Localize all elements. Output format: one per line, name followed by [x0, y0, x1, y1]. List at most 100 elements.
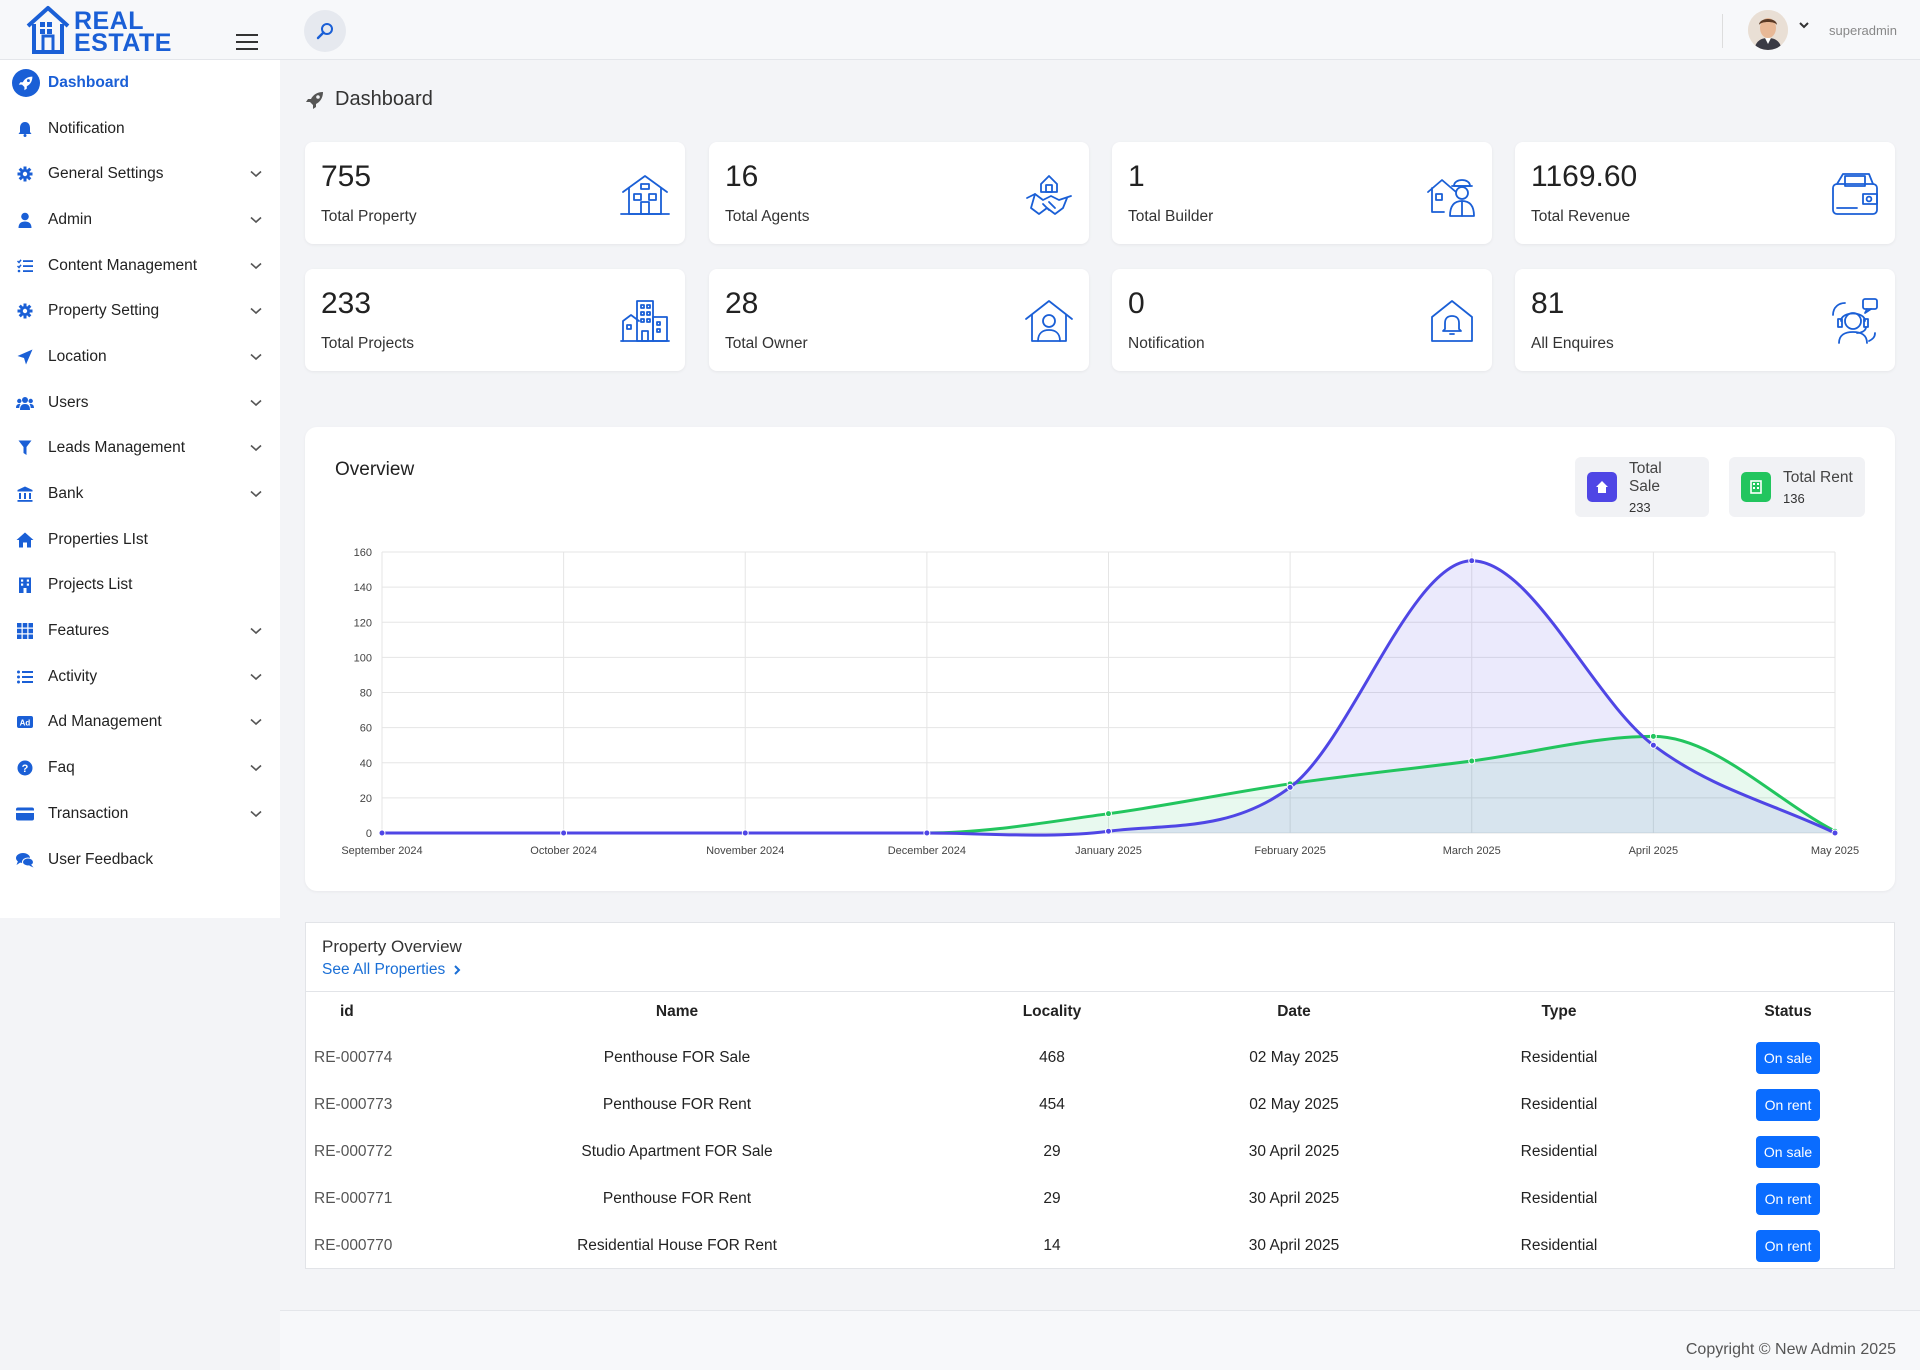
property-overview-card: Property Overview See All Properties id N… [305, 922, 1895, 1269]
chevron-down-icon[interactable] [250, 485, 262, 503]
data-point-total-sale [560, 829, 568, 837]
series-area-total-sale [382, 560, 1835, 836]
sidebar-item-faq[interactable]: ? Faq [0, 745, 280, 791]
sidebar-item-transaction[interactable]: Transaction [0, 791, 280, 837]
cell-date: 30 April 2025 [1248, 1237, 1340, 1254]
bell-icon [16, 120, 34, 138]
sidebar-item-user-feedback[interactable]: User Feedback [0, 837, 280, 883]
logo-text: REAL ESTATE [74, 9, 172, 56]
ad-icon: Ad [16, 713, 34, 731]
cell-date: 02 May 2025 [1249, 1096, 1339, 1113]
legend-total-rent[interactable]: Total Rent 136 [1729, 457, 1865, 517]
cell-type: Residential [1520, 1237, 1598, 1254]
owner-home-icon [1023, 295, 1075, 347]
data-point-total-sale [1105, 827, 1112, 835]
sidebar-item-projects-list[interactable]: Projects List [0, 563, 280, 609]
chevron-down-icon[interactable] [250, 302, 262, 320]
sidebar-item-activity[interactable]: Activity [0, 654, 280, 700]
x-tick-label: October 2024 [530, 845, 597, 857]
stat-card-total-builder[interactable]: 1 Total Builder [1112, 142, 1492, 244]
avatar[interactable] [1748, 10, 1788, 50]
x-tick-label: May 2025 [1811, 845, 1859, 857]
stat-card-total-projects[interactable]: 233 Total Projects [305, 269, 685, 371]
sidebar-item-dashboard[interactable]: Dashboard [0, 60, 280, 106]
data-point-total-rent [1105, 810, 1112, 818]
chevron-down-icon[interactable] [250, 165, 262, 183]
chevron-down-icon[interactable] [250, 348, 262, 366]
sidebar-item-property-setting[interactable]: Property Setting [0, 288, 280, 334]
data-point-total-sale [1831, 829, 1839, 837]
sidebar-item-ad-management[interactable]: Ad Ad Management [0, 700, 280, 746]
username[interactable]: superadmin [1829, 23, 1897, 38]
sidebar-item-admin[interactable]: Admin [0, 197, 280, 243]
stat-card-total-agents[interactable]: 16 Total Agents [709, 142, 1089, 244]
chevron-down-icon[interactable] [250, 668, 262, 686]
sidebar-item-location[interactable]: Location [0, 334, 280, 380]
sidebar-item-label: General Settings [48, 165, 164, 183]
cell-type: Residential [1520, 1049, 1598, 1066]
home-icon [1595, 481, 1608, 493]
cell-date: 02 May 2025 [1249, 1049, 1339, 1066]
status-badge[interactable]: On sale [1756, 1042, 1820, 1074]
x-tick-label: March 2025 [1443, 845, 1501, 857]
chevron-down-icon[interactable] [250, 257, 262, 275]
see-all-properties-label: See All Properties [322, 961, 446, 978]
logo[interactable]: REAL ESTATE [24, 4, 171, 56]
handshake-icon [1023, 168, 1075, 220]
status-badge[interactable]: On rent [1756, 1230, 1820, 1262]
sidebar-item-label: Bank [48, 485, 84, 503]
cell-locality: 468 [1039, 1049, 1065, 1066]
sidebar-item-bank[interactable]: Bank [0, 471, 280, 517]
chevron-down-icon[interactable] [250, 211, 262, 229]
wallet-icon [1829, 168, 1881, 220]
stat-card-total-owner[interactable]: 28 Total Owner [709, 269, 1089, 371]
menu-toggle-button[interactable] [236, 34, 258, 50]
user-icon [16, 211, 34, 229]
sidebar-item-label: Projects List [48, 576, 133, 594]
sidebar-item-label: Transaction [48, 804, 129, 822]
y-tick-label: 60 [360, 723, 372, 735]
page-title: Dashboard [305, 88, 433, 111]
stat-card-notification[interactable]: 0 Notification [1112, 269, 1492, 371]
sidebar-item-users[interactable]: Users [0, 380, 280, 426]
status-badge[interactable]: On rent [1756, 1183, 1820, 1215]
chevron-down-icon[interactable] [250, 759, 262, 777]
stat-card-total-revenue[interactable]: 1169.60 Total Revenue [1515, 142, 1895, 244]
sidebar-item-label: Features [48, 622, 110, 640]
column-header-status: Status [1764, 1003, 1812, 1020]
sidebar-item-leads-management[interactable]: Leads Management [0, 426, 280, 472]
filter-icon [16, 439, 34, 457]
builder-icon [1426, 168, 1478, 220]
chevron-down-icon[interactable] [250, 622, 262, 640]
sidebar-item-content-management[interactable]: Content Management [0, 243, 280, 289]
status-badge[interactable]: On sale [1756, 1136, 1820, 1168]
sidebar-item-notification[interactable]: Notification [0, 106, 280, 152]
chevron-down-icon[interactable] [250, 394, 262, 412]
status-badge[interactable]: On rent [1756, 1089, 1820, 1121]
chevron-down-icon[interactable] [250, 713, 262, 731]
cell-date: 30 April 2025 [1248, 1143, 1340, 1160]
legend-total-sale[interactable]: Total Sale 233 [1575, 457, 1709, 517]
stat-card-total-property[interactable]: 755 Total Property [305, 142, 685, 244]
chevron-down-icon[interactable] [1798, 20, 1810, 30]
sidebar-item-features[interactable]: Features [0, 608, 280, 654]
y-tick-label: 80 [360, 688, 372, 700]
gear-icon [16, 302, 34, 320]
see-all-properties-link[interactable]: See All Properties [322, 961, 461, 979]
x-tick-label: January 2025 [1075, 845, 1142, 857]
cell-locality: 14 [1043, 1237, 1061, 1254]
search-button[interactable] [304, 10, 346, 52]
sidebar-item-properties-list[interactable]: Properties LIst [0, 517, 280, 563]
property-overview-title: Property Overview [322, 937, 462, 956]
home-icon [16, 531, 34, 549]
chevron-down-icon[interactable] [250, 805, 262, 823]
overview-chart-card: Overview Total Sale 233 Total Rent 136 0… [305, 427, 1895, 891]
data-point-total-sale [1649, 741, 1657, 749]
chevron-down-icon[interactable] [250, 439, 262, 457]
stat-card-all-enquires[interactable]: 81 All Enquires [1515, 269, 1895, 371]
y-tick-label: 100 [354, 652, 372, 664]
cell-type: Residential [1520, 1096, 1598, 1113]
data-point-total-sale [1286, 783, 1294, 791]
sidebar-item-label: Users [48, 393, 89, 411]
sidebar-item-general-settings[interactable]: General Settings [0, 151, 280, 197]
